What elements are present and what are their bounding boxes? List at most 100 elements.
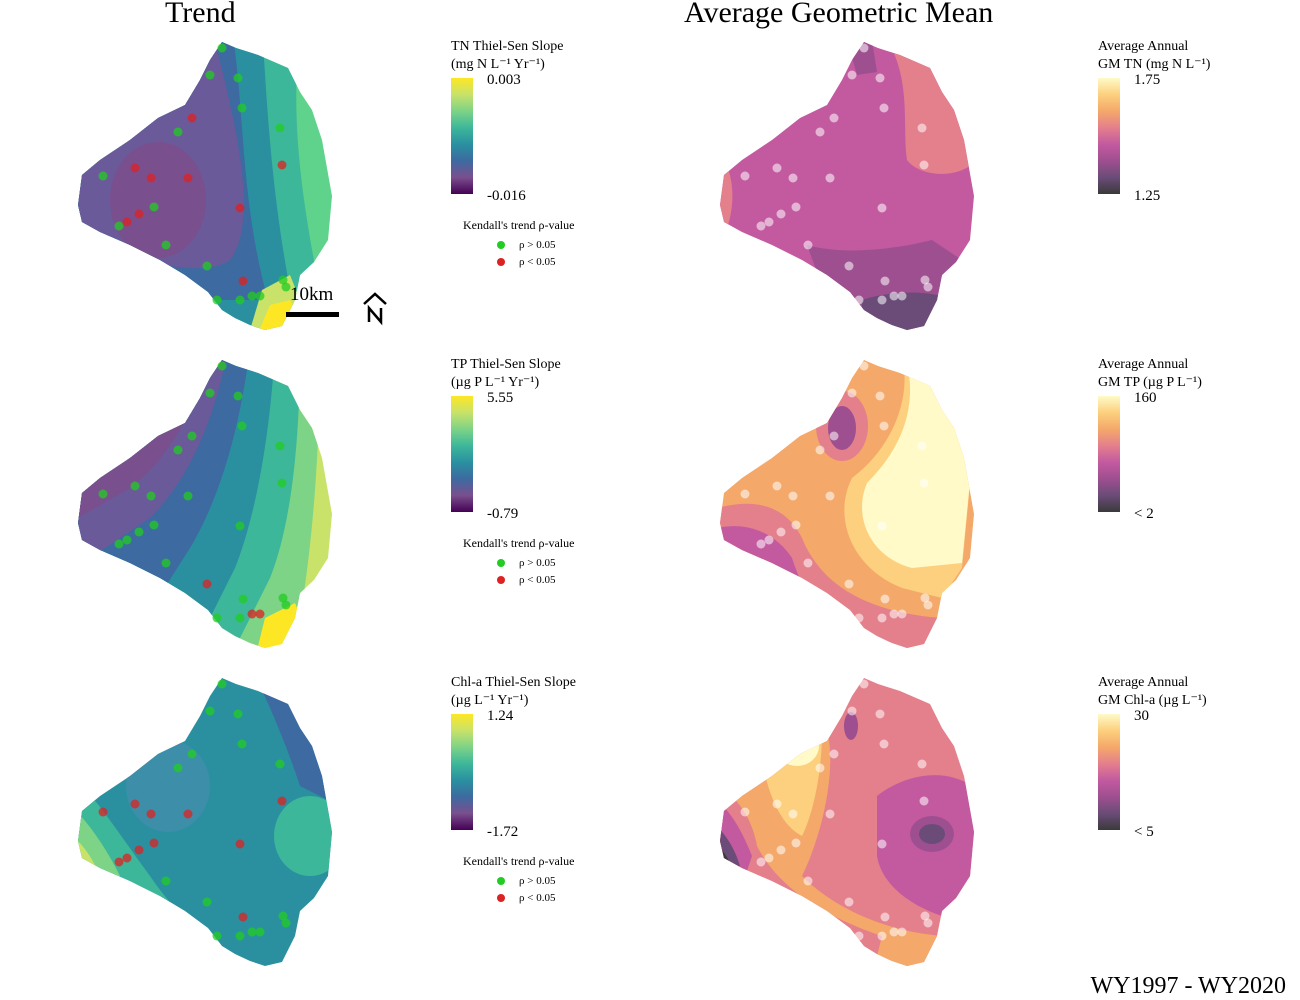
station-dot: [149, 838, 159, 848]
station-dot: [829, 113, 839, 123]
chla-station-dots: [98, 679, 291, 941]
tn-trend-map: [78, 42, 332, 330]
station-dot: [740, 171, 750, 181]
magma-colorbar: [1098, 78, 1120, 194]
station-dot: [235, 203, 245, 213]
station-dot: [829, 431, 839, 441]
station-dot: [889, 609, 899, 619]
legend-title-line2: GM TP (µg P L⁻¹): [1098, 375, 1202, 390]
station-dot: [134, 527, 144, 537]
station-dot: [275, 759, 285, 769]
station-dot: [161, 558, 171, 568]
station-dot: [877, 613, 887, 623]
station-dot: [122, 217, 132, 227]
chla-trend-legend: Chl-a Thiel-Sen Slope (µg L⁻¹ Yr⁻¹) 1.24 …: [451, 674, 651, 914]
legend-max: 30: [1134, 708, 1149, 724]
station-dot: [776, 209, 786, 219]
tp-station-dots: [98, 361, 291, 623]
chla-gm-station-dots: [740, 679, 933, 941]
station-dot: [134, 209, 144, 219]
station-dot: [920, 593, 930, 603]
north-arrow-icon: [363, 292, 387, 326]
tp-trend-legend: TP Thiel-Sen Slope (µg P L⁻¹ Yr⁻¹) 5.55 -…: [451, 356, 651, 596]
tn-gm-station-dots: [740, 43, 933, 305]
station-dot: [772, 799, 782, 809]
station-dot: [859, 43, 869, 53]
station-dot: [281, 600, 291, 610]
station-dot: [847, 706, 857, 716]
station-dot: [844, 897, 854, 907]
station-dot: [844, 261, 854, 271]
station-dot: [247, 609, 257, 619]
legend-max: 0.003: [487, 72, 521, 88]
station-dot: [919, 160, 929, 170]
station-dot: [202, 261, 212, 271]
station-dot: [791, 202, 801, 212]
legend-max: 5.55: [487, 390, 514, 406]
chla-gm-legend: Average Annual GM Chl-a (µg L⁻¹) 30 < 5: [1098, 674, 1298, 914]
red-dot-icon: [497, 258, 505, 267]
station-dot: [877, 931, 887, 941]
station-dot: [187, 431, 197, 441]
station-dot: [854, 613, 864, 623]
station-dot: [880, 594, 890, 604]
station-dot: [764, 535, 774, 545]
station-dot: [889, 291, 899, 301]
legend-min: -1.72: [487, 824, 519, 840]
station-dot: [877, 203, 887, 213]
viridis-colorbar: [451, 714, 473, 830]
chla-gm-map: [720, 678, 974, 966]
station-dot: [847, 70, 857, 80]
station-dot: [217, 43, 227, 53]
legend-title-line1: Average Annual: [1098, 357, 1189, 372]
legend-min: < 2: [1134, 506, 1154, 522]
station-dot: [187, 749, 197, 759]
p-lt-label: ρ < 0.05: [519, 574, 556, 586]
station-dot: [803, 558, 813, 568]
station-dot: [791, 520, 801, 530]
station-dot: [237, 739, 247, 749]
station-dot: [130, 799, 140, 809]
station-dot: [237, 421, 247, 431]
p-lt-label: ρ < 0.05: [519, 256, 556, 268]
station-dot: [237, 103, 247, 113]
station-dot: [235, 295, 245, 305]
station-dot: [247, 291, 257, 301]
station-dot: [764, 853, 774, 863]
station-dot: [149, 202, 159, 212]
magma-colorbar: [1098, 714, 1120, 830]
station-dot: [122, 853, 132, 863]
station-dot: [772, 163, 782, 173]
tp-trend-map: [78, 360, 332, 648]
station-dot: [247, 927, 257, 937]
gm-title: Average Geometric Mean: [684, 0, 994, 29]
station-dot: [173, 445, 183, 455]
station-dot: [772, 481, 782, 491]
station-dot: [202, 579, 212, 589]
station-dot: [277, 796, 287, 806]
station-dot: [756, 857, 766, 867]
station-dot: [877, 521, 887, 531]
station-dot: [920, 275, 930, 285]
station-dot: [740, 489, 750, 499]
station-dot: [233, 73, 243, 83]
station-dot: [756, 221, 766, 231]
legend-min: 1.25: [1134, 188, 1161, 204]
station-dot: [859, 361, 869, 371]
station-dot: [235, 613, 245, 623]
station-dot: [791, 838, 801, 848]
station-dot: [161, 240, 171, 250]
station-dot: [879, 421, 889, 431]
legend-title-line2: (µg L⁻¹ Yr⁻¹): [451, 693, 529, 708]
station-dot: [875, 709, 885, 719]
station-dot: [205, 388, 215, 398]
trend-title: Trend: [165, 0, 236, 29]
station-dot: [205, 706, 215, 716]
station-dot: [764, 217, 774, 227]
p-gt-label: ρ > 0.05: [519, 875, 556, 887]
kendall-title: Kendall's trend ρ-value: [463, 536, 575, 550]
tn-station-dots: [98, 43, 291, 305]
scale-bar-label: 10km: [290, 284, 334, 305]
station-dot: [897, 609, 907, 619]
kendall-title: Kendall's trend ρ-value: [463, 854, 575, 868]
